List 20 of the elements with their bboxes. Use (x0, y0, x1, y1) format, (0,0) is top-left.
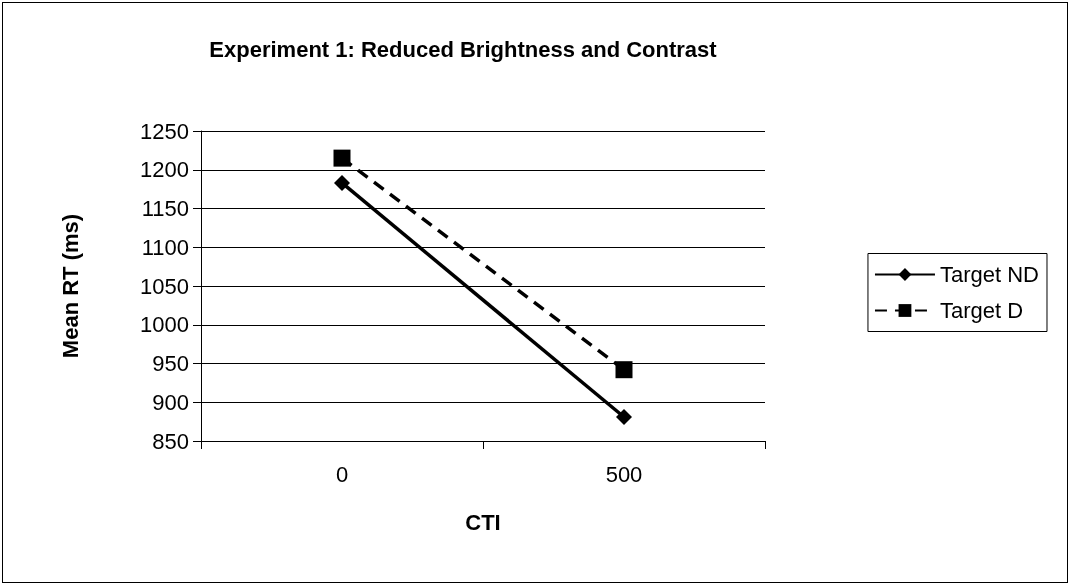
y-tick-label: 850 (152, 428, 189, 454)
y-tick-label: 950 (152, 351, 189, 376)
y-tick-label: 1100 (141, 234, 189, 260)
y-tick-label: 1200 (140, 157, 189, 183)
legend-label: Target D (939, 298, 1024, 323)
point (615, 361, 633, 379)
y-tick-label: 1000 (140, 312, 189, 338)
y-tick-label: 1150 (141, 196, 189, 221)
legend-label: Target ND (939, 262, 1040, 287)
point (333, 149, 351, 167)
point (616, 408, 632, 425)
y-axis-title: Mean RT (ms) (57, 213, 83, 359)
y-tick-label: 1250 (140, 118, 189, 144)
x-tick-label: 0 (335, 461, 349, 487)
x-axis-title: CTI (465, 509, 501, 535)
x-tick-label: 500 (605, 461, 643, 487)
y-tick-label: 900 (152, 389, 189, 415)
chart-title: Experiment 1: Reduced Brightness and Contrast (209, 36, 718, 62)
point (334, 174, 350, 191)
y-tick-label: 1050 (140, 273, 189, 299)
